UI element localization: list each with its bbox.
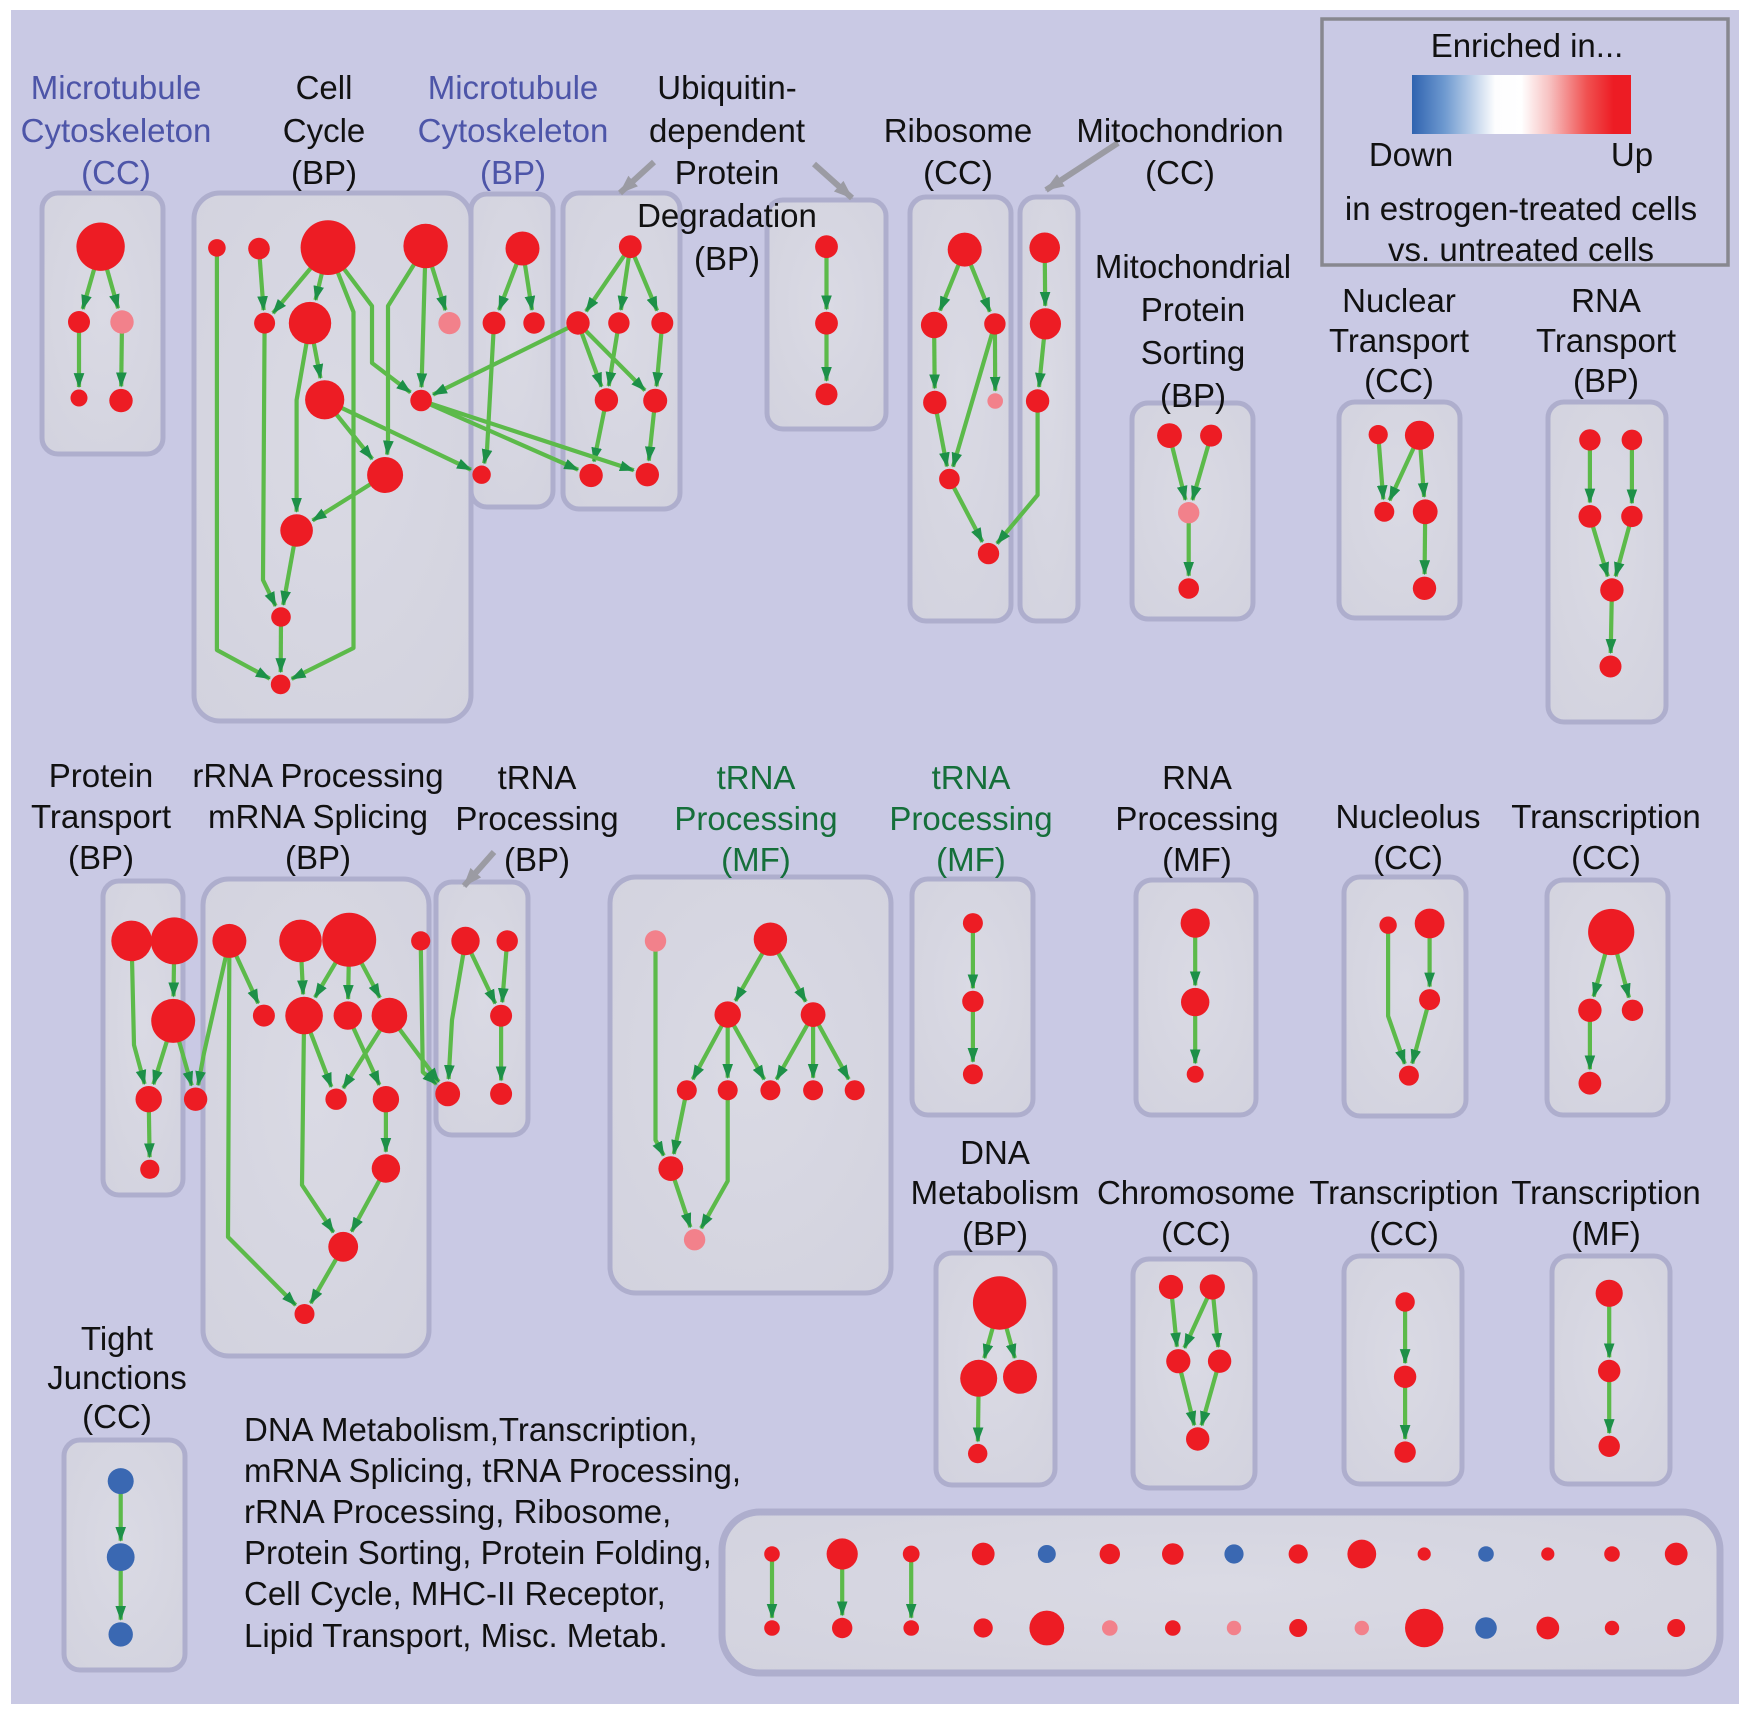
- svg-text:(MF): (MF): [1571, 1215, 1641, 1252]
- svg-text:(BP): (BP): [962, 1215, 1028, 1252]
- svg-text:(BP): (BP): [68, 839, 134, 876]
- svg-text:Ribosome: Ribosome: [884, 112, 1033, 149]
- svg-text:(BP): (BP): [1573, 362, 1639, 399]
- svg-text:Up: Up: [1611, 136, 1653, 173]
- svg-text:(BP): (BP): [285, 839, 351, 876]
- svg-text:Junctions: Junctions: [47, 1359, 186, 1396]
- svg-text:Protein: Protein: [49, 757, 154, 794]
- svg-text:mRNA Splicing, tRNA Processing: mRNA Splicing, tRNA Processing,: [244, 1452, 741, 1489]
- svg-text:Protein Sorting, Protein Foldi: Protein Sorting, Protein Folding,: [244, 1534, 712, 1571]
- svg-text:(CC): (CC): [1364, 362, 1434, 399]
- svg-text:Mitochondrion: Mitochondrion: [1076, 112, 1283, 149]
- svg-text:DNA: DNA: [960, 1134, 1030, 1171]
- svg-text:(CC): (CC): [1145, 154, 1215, 191]
- svg-text:Cell Cycle, MHC-II Receptor,: Cell Cycle, MHC-II Receptor,: [244, 1575, 666, 1612]
- svg-text:(BP): (BP): [1160, 377, 1226, 414]
- svg-text:Microtubule: Microtubule: [428, 69, 599, 106]
- svg-text:tRNA: tRNA: [717, 759, 796, 796]
- svg-text:(CC): (CC): [1161, 1215, 1231, 1252]
- svg-text:vs. untreated cells: vs. untreated cells: [1388, 231, 1654, 268]
- svg-text:Enriched in...: Enriched in...: [1431, 27, 1624, 64]
- svg-text:dependent: dependent: [649, 112, 805, 149]
- svg-text:Transport: Transport: [1329, 322, 1469, 359]
- svg-text:Nucleolus: Nucleolus: [1336, 798, 1481, 835]
- svg-text:rRNA Processing, Ribosome,: rRNA Processing, Ribosome,: [244, 1493, 671, 1530]
- svg-text:Protein: Protein: [675, 154, 780, 191]
- svg-text:Transport: Transport: [31, 798, 171, 835]
- svg-text:Transcription: Transcription: [1511, 1174, 1701, 1211]
- svg-text:(CC): (CC): [1373, 839, 1443, 876]
- svg-text:(CC): (CC): [1369, 1215, 1439, 1252]
- svg-text:(BP): (BP): [504, 841, 570, 878]
- svg-text:Degradation: Degradation: [637, 197, 817, 234]
- svg-text:(CC): (CC): [923, 154, 993, 191]
- svg-text:Lipid Transport, Misc. Metab.: Lipid Transport, Misc. Metab.: [244, 1617, 668, 1654]
- svg-text:Sorting: Sorting: [1141, 334, 1246, 371]
- svg-text:(CC): (CC): [1571, 839, 1641, 876]
- svg-text:Protein: Protein: [1141, 291, 1246, 328]
- svg-text:Metabolism: Metabolism: [911, 1174, 1080, 1211]
- svg-text:(BP): (BP): [694, 240, 760, 277]
- svg-text:Transcription: Transcription: [1511, 798, 1701, 835]
- svg-text:Ubiquitin-: Ubiquitin-: [657, 69, 796, 106]
- svg-text:mRNA Splicing: mRNA Splicing: [208, 798, 428, 835]
- svg-text:(MF): (MF): [721, 841, 791, 878]
- svg-text:(BP): (BP): [291, 154, 357, 191]
- svg-text:Down: Down: [1369, 136, 1453, 173]
- svg-text:Cycle: Cycle: [283, 112, 366, 149]
- svg-text:Microtubule: Microtubule: [31, 69, 202, 106]
- svg-text:Chromosome: Chromosome: [1097, 1174, 1295, 1211]
- svg-text:RNA: RNA: [1162, 759, 1232, 796]
- svg-text:Cell: Cell: [296, 69, 353, 106]
- svg-text:(CC): (CC): [81, 154, 151, 191]
- svg-text:Cytoskeleton: Cytoskeleton: [418, 112, 609, 149]
- svg-text:Processing: Processing: [889, 800, 1052, 837]
- svg-text:DNA Metabolism,Transcription,: DNA Metabolism,Transcription,: [244, 1411, 698, 1448]
- svg-text:tRNA: tRNA: [498, 759, 577, 796]
- svg-text:Mitochondrial: Mitochondrial: [1095, 248, 1291, 285]
- svg-text:Processing: Processing: [674, 800, 837, 837]
- svg-text:Tight: Tight: [81, 1320, 153, 1357]
- svg-text:Transcription: Transcription: [1309, 1174, 1499, 1211]
- svg-text:(MF): (MF): [1162, 841, 1232, 878]
- svg-text:(BP): (BP): [480, 154, 546, 191]
- svg-text:Cytoskeleton: Cytoskeleton: [21, 112, 212, 149]
- svg-text:rRNA Processing: rRNA Processing: [192, 757, 443, 794]
- svg-text:(CC): (CC): [82, 1398, 152, 1435]
- svg-text:(MF): (MF): [936, 841, 1006, 878]
- svg-text:RNA: RNA: [1571, 282, 1641, 319]
- svg-text:tRNA: tRNA: [932, 759, 1011, 796]
- svg-text:in estrogen-treated cells: in estrogen-treated cells: [1345, 190, 1697, 227]
- svg-text:Transport: Transport: [1536, 322, 1676, 359]
- svg-text:Nuclear: Nuclear: [1342, 282, 1456, 319]
- svg-text:Processing: Processing: [1115, 800, 1278, 837]
- svg-text:Processing: Processing: [455, 800, 618, 837]
